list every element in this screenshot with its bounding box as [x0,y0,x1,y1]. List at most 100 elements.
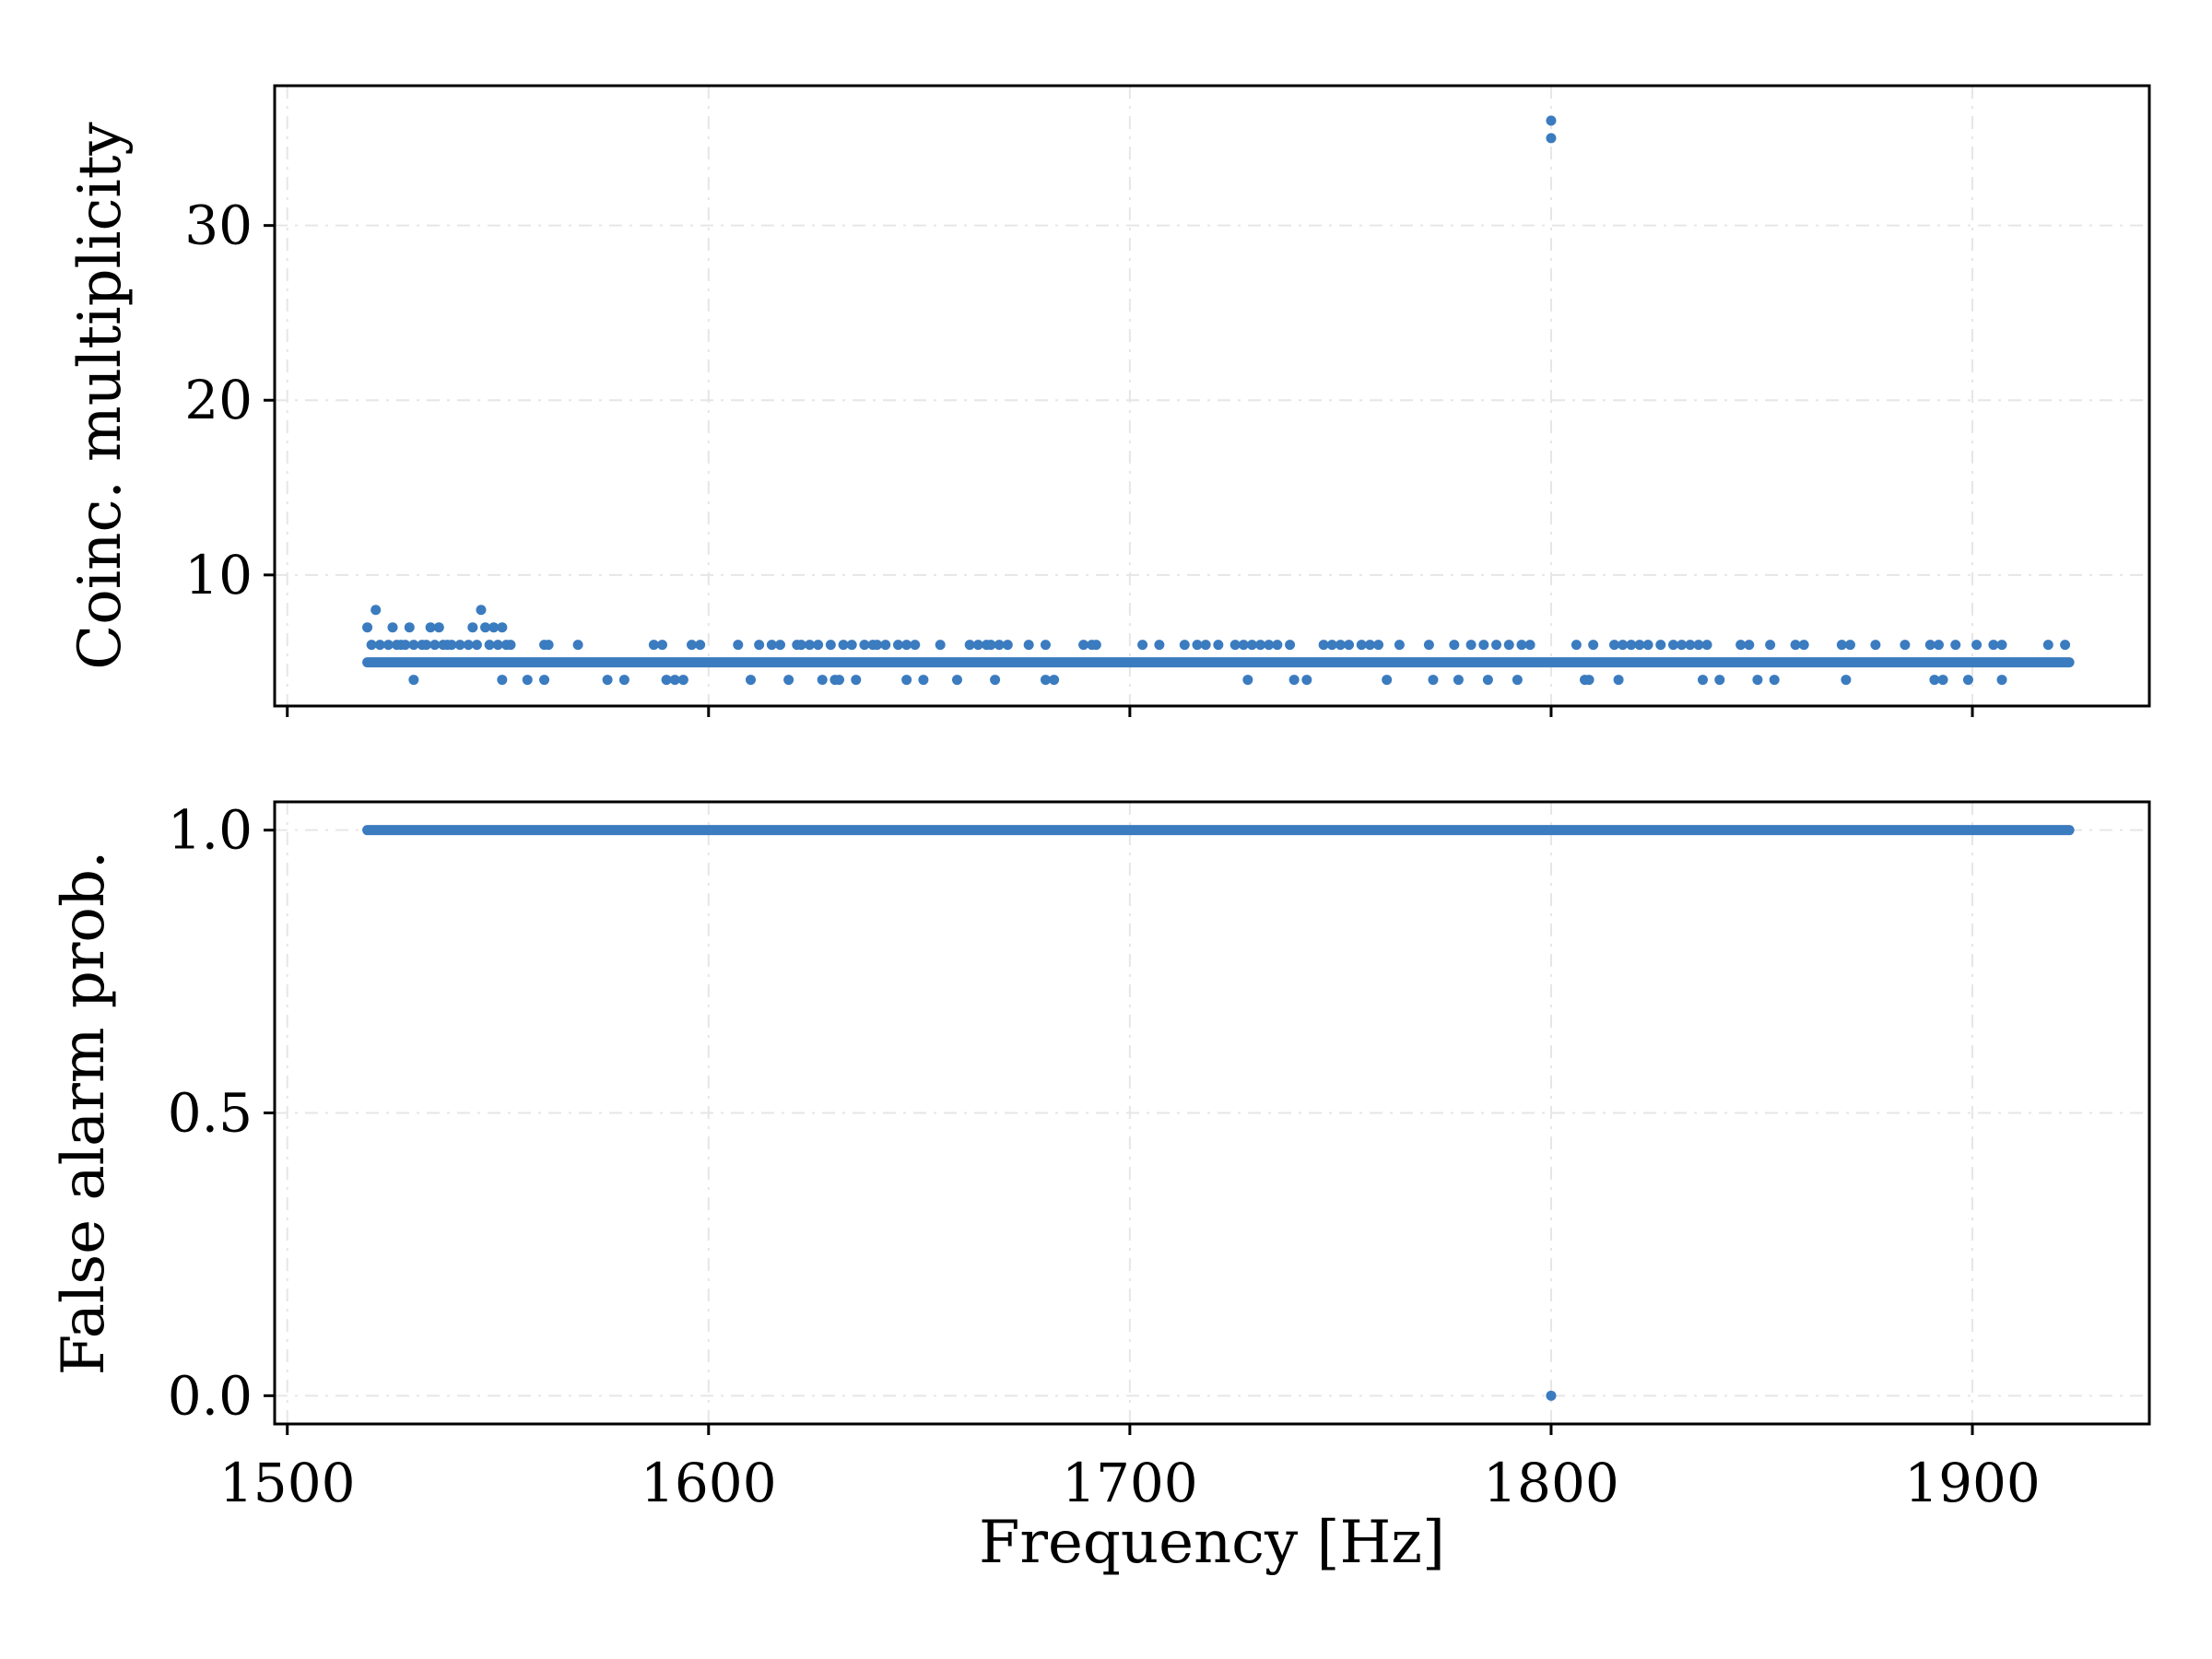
data-point [733,640,744,651]
data-point [1697,675,1708,686]
data-point [1924,640,1936,651]
data-point [2042,640,2053,651]
data-point [497,675,508,686]
data-point [1996,675,2007,686]
data-point [1841,675,1852,686]
data-point [522,675,533,686]
data-point [1002,640,1013,651]
data-point [1213,640,1224,651]
data-point [1929,675,1940,686]
data-point [1546,115,1557,126]
data-point [669,675,680,686]
data-point [1765,640,1776,651]
data-point [648,640,659,651]
data-point [1238,640,1249,651]
data-point [1255,640,1266,651]
data-point [783,675,794,686]
data-point [1200,640,1211,651]
data-point [1634,640,1645,651]
data-point [1870,640,1881,651]
data-point [795,640,806,651]
data-point [880,640,891,651]
data-point [964,640,975,651]
data-point [1618,640,1629,651]
x-tick-label: 1700 [1062,1452,1198,1514]
data-point [1962,675,1973,686]
data-point [1613,675,1624,686]
data-point [985,640,996,651]
data-point [935,640,946,651]
data-point [1988,640,1999,651]
data-point [618,675,629,686]
data-point [846,640,857,651]
data-point [602,675,613,686]
data-point [1242,675,1253,686]
data-point [1836,640,1847,651]
data-point [695,640,706,651]
data-point [1583,675,1594,686]
data-point [677,675,688,686]
data-point [539,675,550,686]
data-point [408,675,419,686]
data-point [1626,640,1637,651]
data-point [400,640,411,651]
data-point [1546,133,1557,144]
y-tick-label: 1.0 [168,799,253,862]
y-axis-label: Coinc. multiplicity [66,122,135,669]
data-point [421,640,432,651]
data-point [1937,675,1948,686]
x-tick-label: 1900 [1904,1452,2041,1514]
data-point [404,622,415,633]
data-point [1356,640,1367,651]
data-point [463,640,474,651]
data-point [951,675,962,686]
data-point [488,622,500,633]
data-point [657,640,668,651]
data-point [766,640,777,651]
data-point [1996,640,2007,651]
data-point [1844,640,1855,651]
data-point [1272,640,1283,651]
data-point [382,640,394,651]
data-point [1900,640,1911,651]
data-point [492,640,503,651]
data-point [774,640,785,651]
data-point [1546,1390,1557,1401]
data-point [1335,640,1346,651]
data-point [745,675,756,686]
axes-frame [273,84,2151,708]
data-point [1154,640,1165,651]
data-point [446,640,457,651]
data-point [476,605,487,616]
data-point [471,640,482,651]
x-tick-label: 1500 [219,1452,356,1514]
data-point [1609,640,1620,651]
data-point [1246,640,1257,651]
data-point [1230,640,1241,651]
data-point [454,640,465,651]
data-point [1478,640,1489,651]
data-point [1192,640,1203,651]
data-point [374,640,385,651]
data-point [2060,640,2071,651]
data-point [1752,675,1763,686]
data-point [543,640,554,651]
data-point [1373,640,1384,651]
data-point [1423,640,1434,651]
data-point [851,675,862,686]
data-point [1318,640,1329,651]
data-point [1685,640,1696,651]
data-point [901,640,912,651]
data-point [1971,640,1983,651]
data-point [901,675,912,686]
data-point [1344,640,1355,651]
data-point [467,622,478,633]
data-point [817,675,828,686]
data-point [1701,640,1712,651]
data-point [813,640,824,651]
data-point [1677,640,1688,651]
data-point [505,640,516,651]
data-point [1453,675,1464,686]
data-point [1465,640,1477,651]
